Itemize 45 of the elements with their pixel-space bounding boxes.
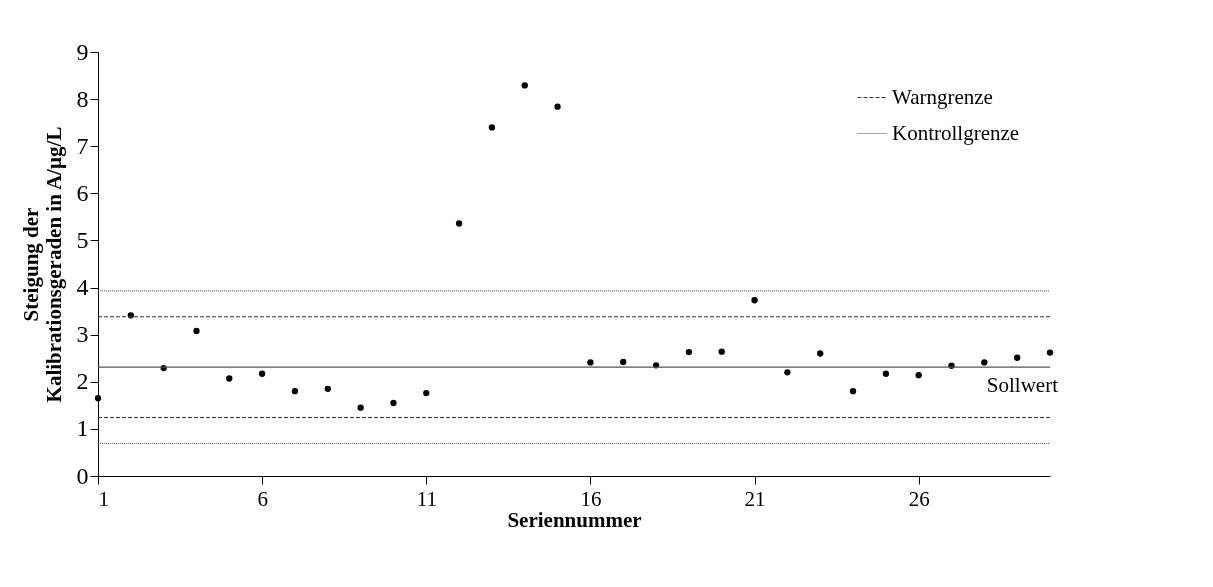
point	[554, 103, 561, 110]
x-tick-label: 26	[908, 486, 930, 511]
y-tick-label: 5	[76, 226, 89, 253]
y-tick-label: 3	[76, 321, 89, 348]
point	[685, 348, 693, 356]
point	[423, 389, 430, 397]
y-tick-label: 6	[76, 179, 89, 206]
y-tick-label: 2	[76, 368, 89, 395]
y-tick-label: 7	[76, 132, 89, 159]
point	[390, 399, 397, 407]
point	[915, 372, 922, 379]
ref-line-label: Sollwert	[986, 373, 1059, 398]
point	[521, 82, 528, 89]
point	[1046, 349, 1054, 356]
point	[291, 388, 299, 395]
x-tick-label: 1	[98, 486, 109, 511]
y-tick-label: 8	[76, 85, 89, 112]
point	[488, 124, 496, 131]
point	[784, 369, 791, 376]
point	[324, 385, 331, 392]
point	[1014, 354, 1021, 361]
point	[817, 350, 824, 357]
x-tick-label: 6	[257, 486, 268, 511]
point	[882, 370, 890, 377]
point	[849, 388, 857, 395]
y-tick-label: 9	[76, 38, 89, 65]
point	[587, 359, 594, 366]
y-tick-label: 1	[76, 415, 89, 442]
point	[751, 297, 758, 304]
point	[455, 220, 463, 227]
point	[357, 404, 364, 411]
y-axis-title: Steigung der Kalibrationsgeraden in A/µg/L	[18, 126, 66, 403]
legend-label: Kontrollgrenze	[892, 120, 1020, 145]
y-tick-label: 0	[76, 462, 89, 489]
point	[193, 327, 200, 335]
point	[981, 359, 988, 366]
point	[718, 348, 725, 355]
x-tick-label: 11	[416, 486, 437, 511]
point	[94, 395, 102, 402]
legend-label: Warngrenze	[892, 84, 993, 109]
x-tick-label: 21	[744, 486, 766, 511]
y-tick-label: 4	[76, 274, 89, 301]
point	[226, 375, 233, 382]
point	[258, 370, 266, 377]
point	[620, 358, 627, 366]
